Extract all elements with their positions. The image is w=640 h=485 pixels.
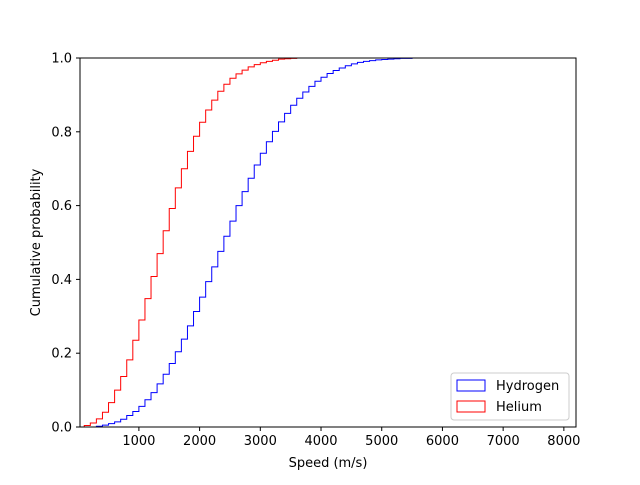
legend-swatch-helium [456, 400, 486, 413]
y-tick-label: 0.8 [51, 125, 72, 140]
y-tick-label: 0.0 [51, 421, 72, 436]
x-tick-label: 7000 [487, 434, 520, 449]
y-tick-label: 1.0 [51, 52, 72, 67]
legend-label-helium: Helium [496, 400, 542, 415]
x-tick-label: 8000 [547, 434, 580, 449]
x-tick-label: 5000 [365, 434, 398, 449]
y-tick-label: 0.4 [51, 273, 72, 288]
x-axis-label: Speed (m/s) [289, 456, 368, 471]
y-tick-label: 0.2 [51, 347, 72, 362]
y-axis-ticks: 0.0 0.2 0.4 0.6 0.8 1.0 [51, 52, 80, 436]
x-tick-label: 4000 [304, 434, 337, 449]
y-tick-label: 0.6 [51, 199, 72, 214]
x-tick-label: 2000 [183, 434, 216, 449]
plot-frame [79, 57, 577, 428]
legend-label-hydrogen: Hydrogen [496, 379, 559, 394]
legend-box [450, 372, 570, 421]
legend: Hydrogen Helium [450, 372, 570, 421]
y-axis-label: Cumulative probability [29, 168, 44, 316]
x-tick-label: 1000 [122, 434, 155, 449]
x-axis-ticks: 1000 2000 3000 4000 5000 6000 7000 8000 [122, 427, 580, 449]
x-tick-label: 6000 [426, 434, 459, 449]
legend-swatch-hydrogen [456, 379, 486, 392]
x-tick-label: 3000 [244, 434, 277, 449]
